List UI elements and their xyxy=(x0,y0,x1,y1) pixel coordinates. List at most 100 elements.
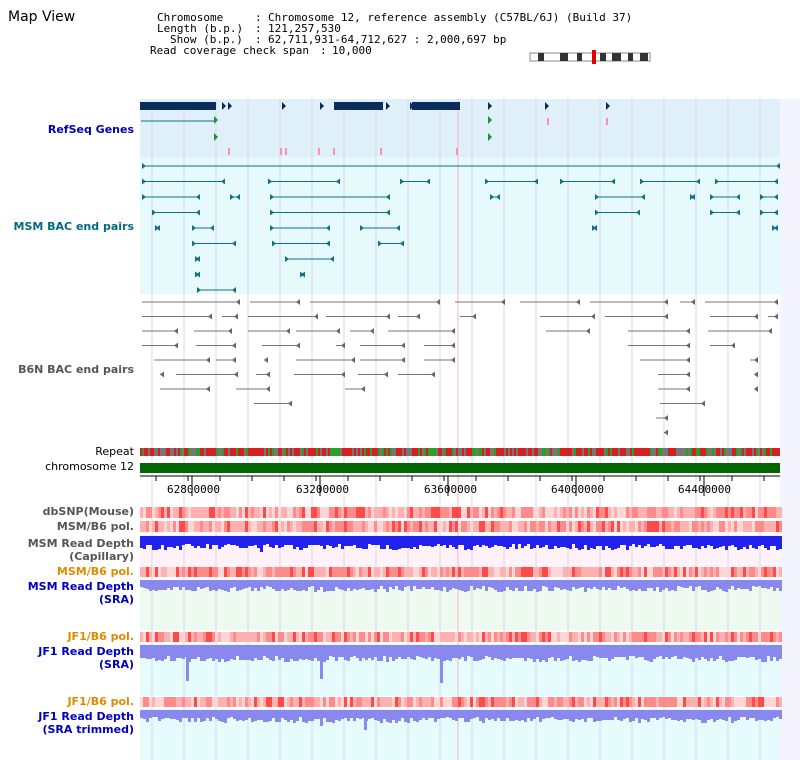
polymorphism-cell xyxy=(389,507,392,518)
read-depth-bar xyxy=(230,536,233,545)
read-depth-bar xyxy=(488,580,491,587)
track-label-refseq[interactable]: RefSeq Genes xyxy=(47,123,134,136)
read-depth-bar xyxy=(629,710,632,722)
repeat-segment xyxy=(506,448,508,456)
polymorphism-cell xyxy=(212,507,215,518)
read-depth-bar xyxy=(629,536,632,546)
read-depth-bar xyxy=(617,710,620,720)
read-depth-bar xyxy=(674,580,677,591)
read-depth-bar xyxy=(260,645,263,660)
track-label-jf1-depth-sub: (SRA) xyxy=(99,658,134,671)
polymorphism-cell xyxy=(779,521,782,532)
read-depth-bar xyxy=(779,536,782,549)
coverage-sep: : xyxy=(320,44,327,57)
repeat-segment xyxy=(528,448,530,456)
read-depth-bar xyxy=(347,710,350,721)
b6n-bac-end xyxy=(451,342,455,349)
repeat-segment xyxy=(666,448,668,456)
polymorphism-cell xyxy=(269,567,272,577)
polymorphism-cell xyxy=(560,507,563,518)
read-depth-bar xyxy=(749,645,752,657)
read-depth-bar xyxy=(302,645,305,660)
polymorphism-cell xyxy=(395,521,398,532)
polymorphism-cell xyxy=(290,632,293,642)
track-label-b6n-bac[interactable]: B6N BAC end pairs xyxy=(18,363,134,376)
b6n-bac-end xyxy=(288,400,292,407)
polymorphism-cell xyxy=(629,507,632,518)
polymorphism-cell xyxy=(689,521,692,532)
polymorphism-cell xyxy=(689,632,692,642)
b6n-bac-end xyxy=(206,357,210,363)
read-depth-bar xyxy=(761,645,764,662)
gene-block xyxy=(140,102,216,110)
read-depth-bar xyxy=(665,580,668,588)
polymorphism-cell xyxy=(257,521,260,532)
polymorphism-cell xyxy=(395,507,398,518)
read-depth-bar xyxy=(653,710,656,718)
read-depth-bar xyxy=(299,710,302,717)
polymorphism-cell xyxy=(695,567,698,577)
polymorphism-cell xyxy=(155,632,158,642)
polymorphism-cell xyxy=(143,697,146,707)
polymorphism-cell xyxy=(326,632,329,642)
read-depth-bar xyxy=(251,645,254,661)
karyotype-band xyxy=(577,53,582,61)
read-depth-bar xyxy=(272,536,275,548)
right-margin xyxy=(780,99,800,760)
polymorphism-cell xyxy=(254,507,257,518)
repeat-segment xyxy=(446,448,448,456)
track-label-jf1-trim[interactable]: JF1 Read Depth xyxy=(38,710,134,723)
read-depth-bar xyxy=(347,536,350,546)
read-depth-bar xyxy=(257,710,260,720)
track-label-jf1-depth[interactable]: JF1 Read Depth xyxy=(38,645,134,658)
track-label-msm-depth-cap[interactable]: MSM Read Depth xyxy=(27,537,134,550)
polymorphism-cell xyxy=(320,567,323,577)
read-depth-bar xyxy=(422,645,425,658)
polymorphism-cell xyxy=(509,697,512,707)
repeat-segment xyxy=(502,448,504,456)
track-label-dbsnp[interactable]: dbSNP(Mouse) xyxy=(42,505,134,518)
read-depth-bar xyxy=(161,710,164,719)
read-depth-bar xyxy=(371,645,374,660)
read-depth-bar xyxy=(389,710,392,723)
polymorphism-cell xyxy=(635,697,638,707)
polymorphism-cell xyxy=(551,567,554,577)
read-depth-bar xyxy=(476,580,479,588)
polymorphism-cell xyxy=(470,507,473,518)
repeat-segment xyxy=(362,448,364,456)
polymorphism-cell xyxy=(206,632,209,642)
polymorphism-cell xyxy=(449,567,452,577)
polymorphism-cell xyxy=(218,567,221,577)
repeat-segment xyxy=(588,448,590,456)
read-depth-bar xyxy=(191,580,194,591)
repeat-segment xyxy=(250,448,252,456)
track-label-msm-depth-sra[interactable]: MSM Read Depth xyxy=(27,580,134,593)
gene-block xyxy=(334,102,383,110)
read-depth-bar xyxy=(335,580,338,587)
polymorphism-cell xyxy=(365,697,368,707)
polymorphism-cell xyxy=(527,697,530,707)
read-depth-bar xyxy=(770,645,773,661)
track-label-msm-pol-sra[interactable]: MSM/B6 pol. xyxy=(56,565,134,578)
repeat-segment xyxy=(148,448,150,456)
polymorphism-cell xyxy=(209,567,212,577)
polymorphism-cell xyxy=(536,521,539,532)
polymorphism-cell xyxy=(335,567,338,577)
polymorphism-cell xyxy=(488,632,491,642)
repeat-segment xyxy=(382,448,384,456)
polymorphism-cell xyxy=(176,697,179,707)
read-depth-bar xyxy=(470,710,473,719)
polymorphism-cell xyxy=(650,632,653,642)
polymorphism-cell xyxy=(146,632,149,642)
msm-bac-end xyxy=(400,178,404,185)
axis-tick-label: 63200000 xyxy=(296,483,349,496)
polymorphism-cell xyxy=(422,632,425,642)
track-label-jf1-pol[interactable]: JF1/B6 pol. xyxy=(67,630,134,643)
polymorphism-cell xyxy=(188,632,191,642)
repeat-segment xyxy=(176,448,178,456)
track-label-jf1-pol-trim[interactable]: JF1/B6 pol. xyxy=(67,695,134,708)
track-label-msm-bac[interactable]: MSM BAC end pairs xyxy=(13,220,134,233)
read-depth-bar xyxy=(536,536,539,545)
track-label-msm-pol[interactable]: MSM/B6 pol. xyxy=(56,520,134,533)
